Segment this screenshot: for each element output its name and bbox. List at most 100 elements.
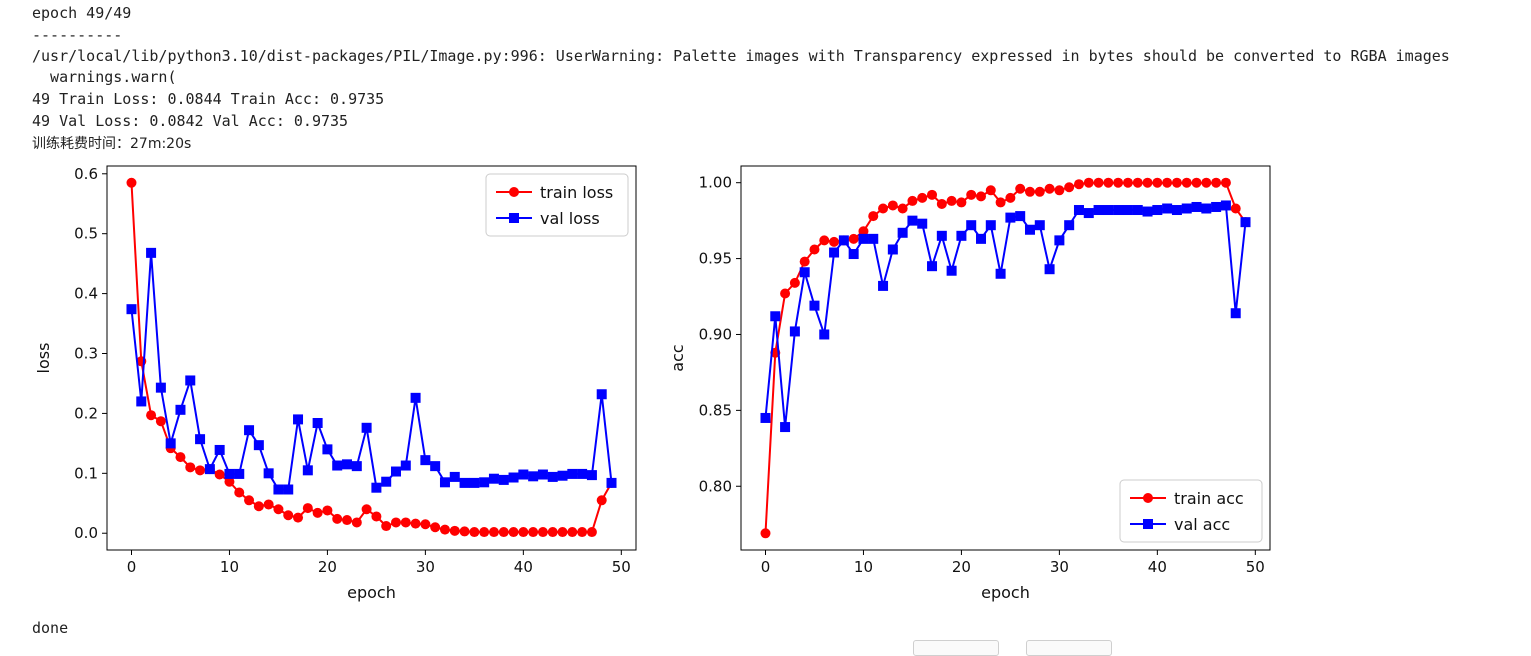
y-tick-label: 0.0 [74, 524, 98, 542]
val-loss-point [175, 404, 186, 415]
acc-chart: 0 10 20 30 40 50 0.80 0.85 0.90 0.95 1.00 epoch acc t… [668, 165, 1271, 602]
train-acc-point [1005, 192, 1016, 203]
val-loss-point [410, 392, 421, 403]
val-acc-point [789, 326, 800, 337]
train-acc-point [966, 189, 977, 200]
train-acc-point [1093, 177, 1104, 188]
val-loss-point [204, 464, 215, 475]
train-acc-legend-marker [1143, 493, 1153, 503]
output-line-train-time: 训练耗费时间：27m:20s [32, 136, 192, 152]
output-line-done: done [32, 619, 69, 637]
val-acc-point [858, 233, 869, 244]
output-line-warning: /usr/local/lib/python3.10/dist-packages/… [32, 47, 1450, 65]
val-acc-point [868, 233, 879, 244]
output-line-warn-call: warnings.warn( [32, 68, 177, 86]
train-loss-point [488, 527, 499, 538]
train-acc-point [878, 203, 889, 214]
val-acc-point [946, 265, 957, 276]
train-acc-point [1064, 182, 1075, 193]
val-loss-point [488, 473, 499, 484]
train-loss-point [557, 527, 568, 538]
train-acc-point [1181, 177, 1192, 188]
train-acc-point [1122, 177, 1133, 188]
train-loss-point [371, 511, 382, 522]
x-tick-label: 20 [952, 558, 971, 576]
train-acc-point [946, 195, 957, 206]
val-acc-point [1230, 308, 1241, 319]
val-loss-point [224, 468, 235, 479]
output-line-epoch: epoch 49/49 [32, 4, 132, 22]
train-loss-point [283, 510, 294, 521]
train-acc-legend-label: train acc [1174, 489, 1244, 508]
loss-chart: 0 10 20 30 40 50 0.0 0.1 0.2 0.3 0.4 0.5 0.6 epoch los… [34, 165, 637, 602]
y-tick-label: 0.85 [699, 401, 732, 419]
val-acc-point [1142, 206, 1153, 217]
val-loss-legend-label: val loss [540, 209, 600, 228]
val-loss-point [234, 468, 245, 479]
val-loss-point [459, 477, 470, 488]
train-acc-point [1113, 177, 1124, 188]
train-acc-point [1162, 177, 1173, 188]
train-loss-point [342, 515, 353, 526]
val-acc-point [907, 215, 918, 226]
val-loss-point [547, 471, 558, 482]
val-acc-point [1132, 205, 1143, 216]
val-acc-point [927, 261, 938, 272]
val-acc-point [848, 249, 859, 260]
train-acc-point [927, 189, 938, 200]
y-tick-label: 0.95 [699, 250, 732, 268]
y-tick-label: 1.00 [699, 174, 732, 192]
val-acc-point [1054, 235, 1065, 246]
val-acc-point [956, 230, 967, 241]
val-loss-point [557, 470, 568, 481]
x-axis-label: epoch [347, 583, 396, 602]
train-acc-point [917, 192, 928, 203]
train-loss-point [244, 495, 255, 506]
y-tick-label: 0.90 [699, 325, 732, 343]
train-loss-point [508, 527, 519, 538]
val-loss-point [371, 482, 382, 493]
train-acc-point [1142, 177, 1153, 188]
train-loss-point [410, 518, 421, 529]
train-loss-point [547, 527, 558, 538]
val-loss-point [430, 461, 441, 472]
train-loss-point [155, 416, 166, 427]
val-loss-point [214, 444, 225, 455]
train-acc-point [1230, 203, 1241, 214]
val-loss-point [479, 477, 490, 488]
y-tick-label: 0.4 [74, 285, 98, 303]
train-loss-point [273, 504, 284, 515]
train-loss-point [498, 527, 509, 538]
val-acc-point [770, 311, 781, 322]
x-tick-label: 40 [514, 558, 533, 576]
val-loss-point [351, 461, 362, 472]
x-tick-label: 30 [1050, 558, 1069, 576]
train-loss-legend-marker [509, 187, 519, 197]
val-loss-point [508, 472, 519, 483]
train-loss-point [332, 513, 343, 524]
train-loss-point [253, 501, 264, 512]
val-acc-point [917, 218, 928, 229]
val-acc-point [809, 300, 820, 311]
train-acc-point [995, 197, 1006, 208]
train-loss-point [234, 487, 245, 498]
val-loss-point [126, 304, 137, 315]
train-loss-point [214, 469, 225, 480]
toolbar-button-stub[interactable] [1026, 640, 1112, 656]
x-tick-label: 0 [761, 558, 771, 576]
train-acc-point [780, 288, 791, 299]
val-acc-point [995, 268, 1006, 279]
toolbar-button-stub[interactable] [913, 640, 999, 656]
output-line-train-metrics: 49 Train Loss: 0.0844 Train Acc: 0.9735 [32, 90, 385, 108]
val-loss-point [361, 422, 372, 433]
train-acc-point [1171, 177, 1182, 188]
train-acc-point [819, 235, 830, 246]
train-loss-point [185, 462, 196, 473]
val-acc-point [1162, 203, 1173, 214]
val-loss-point [146, 247, 157, 258]
y-axis-label: loss [34, 343, 53, 374]
val-acc-point [1034, 220, 1045, 231]
val-acc-point [936, 230, 947, 241]
val-acc-point [838, 235, 849, 246]
train-acc-point [760, 528, 771, 539]
